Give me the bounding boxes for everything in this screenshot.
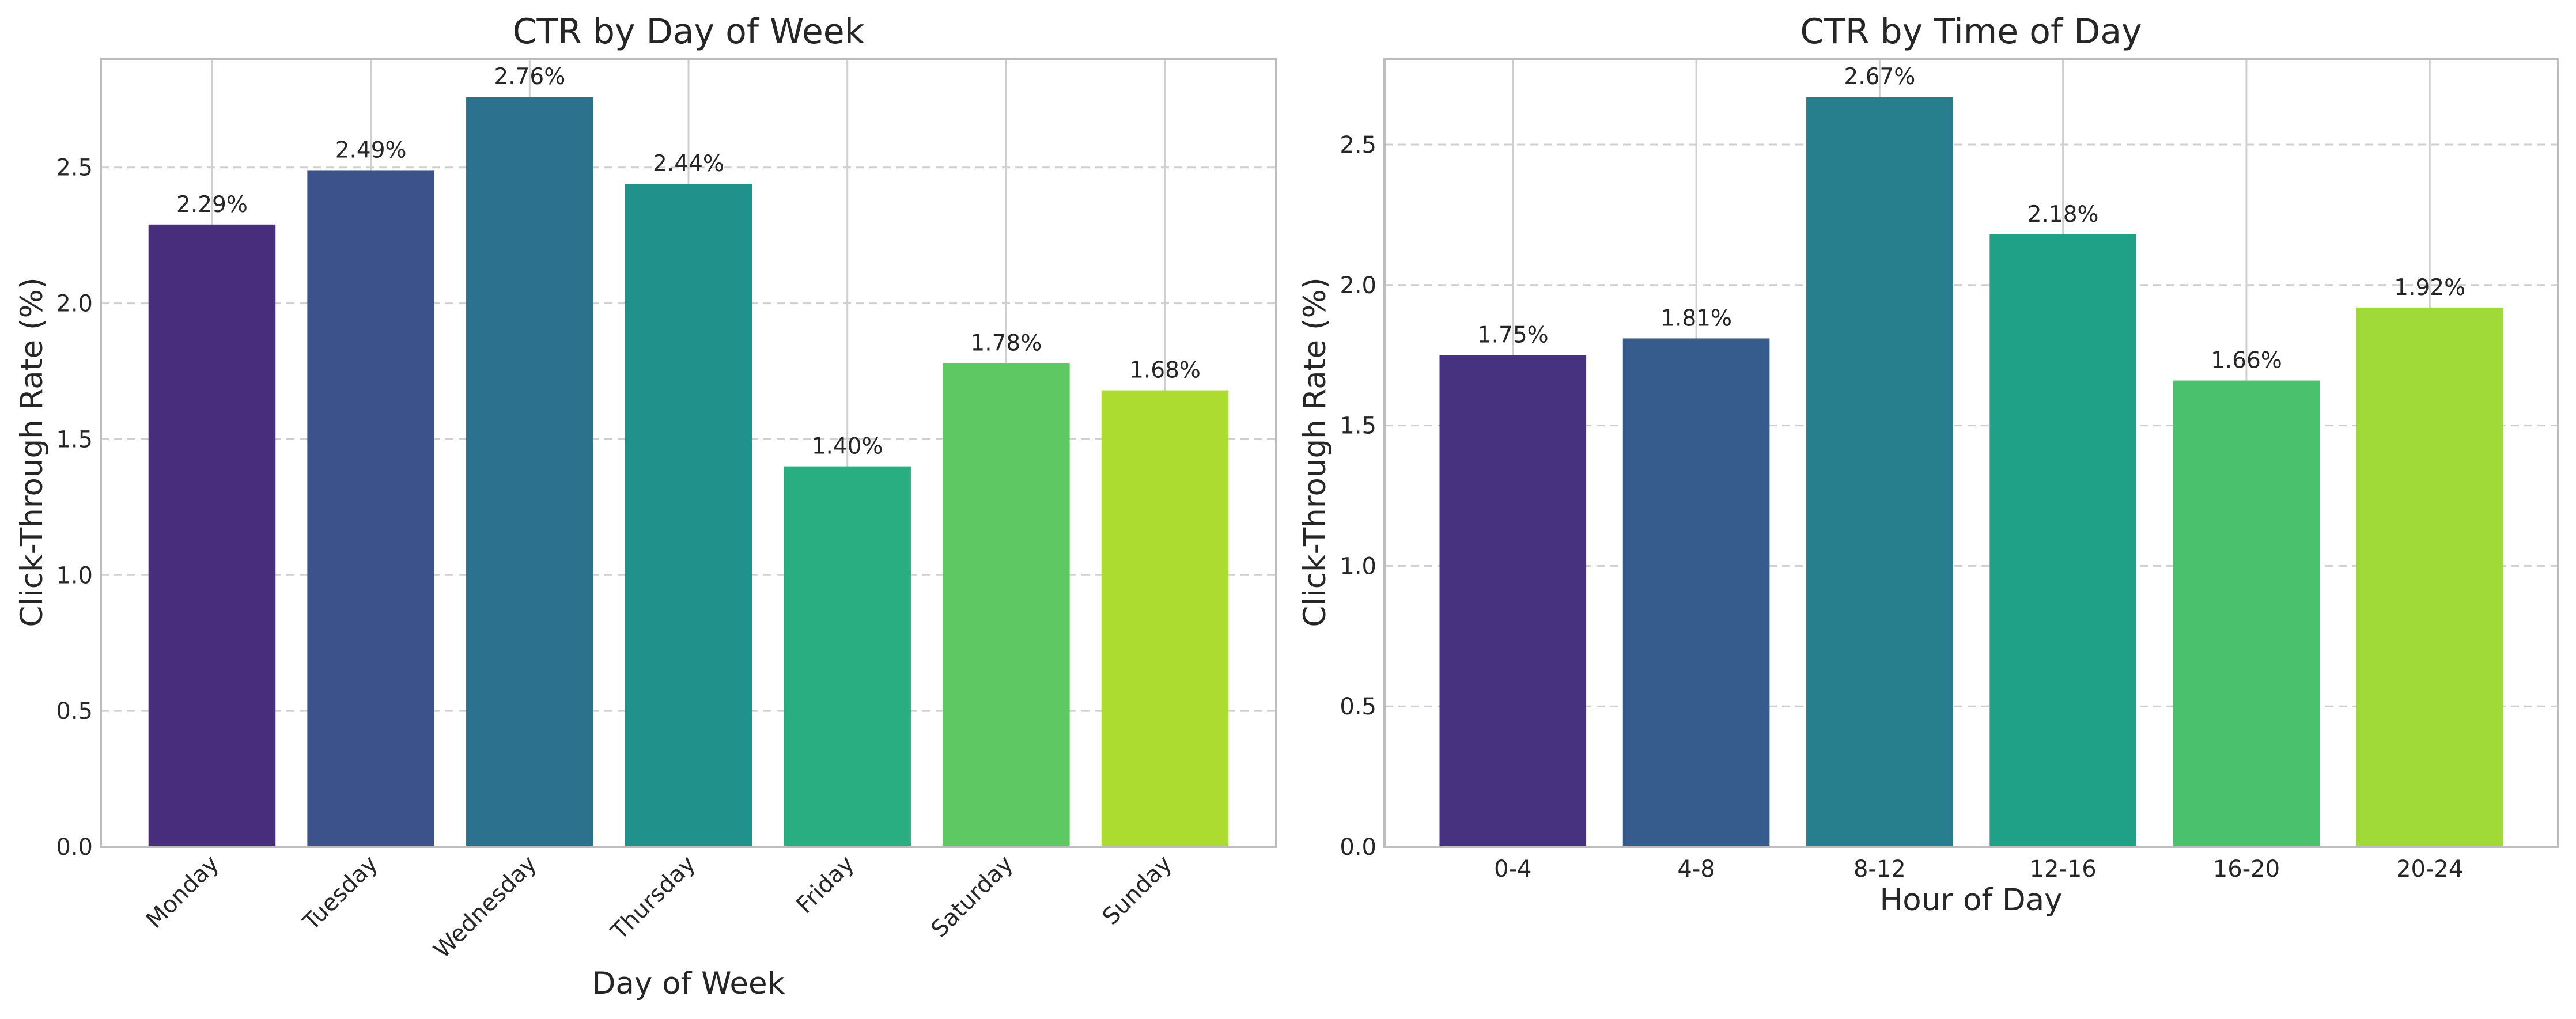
y-tick-label: 1.0 — [1340, 553, 1376, 579]
x-tick-label: 0-4 — [1494, 856, 1531, 882]
y-tick-label: 2.5 — [1340, 132, 1376, 158]
y-tick-label: 2.0 — [1340, 272, 1376, 299]
data-label: 2.49% — [335, 137, 407, 163]
chart-ctr-by-day-of-week: 0.00.51.01.52.02.5 Monday Tuesday Wednesda… — [14, 12, 1277, 1001]
chart-title: CTR by Time of Day — [1800, 12, 2142, 52]
x-tick-label: 16-20 — [2213, 856, 2280, 882]
y-tick-labels: 0.0 0.5 1.0 1.5 2.0 2.5 — [56, 155, 93, 861]
data-label: 1.78% — [970, 330, 1042, 356]
data-label: 2.29% — [176, 192, 248, 218]
plot-frame — [100, 58, 1277, 848]
y-tick-label: 2.5 — [56, 155, 93, 181]
bars — [148, 97, 1229, 847]
bar-20-24 — [2356, 307, 2503, 847]
data-label: 2.18% — [2027, 202, 2099, 228]
y-tick-label: 1.0 — [56, 562, 93, 589]
bar-thursday — [625, 184, 752, 847]
data-label: 1.40% — [812, 434, 883, 460]
data-label: 2.67% — [1844, 64, 1915, 90]
bar-saturday — [943, 363, 1070, 847]
y-tick-label: 1.5 — [56, 426, 93, 453]
x-axis-label: Hour of Day — [1879, 882, 2062, 918]
data-label: 1.81% — [1660, 305, 1732, 331]
data-labels: 1.75% 1.81% 2.67% 2.18% 1.66% 1.92% — [1477, 64, 2465, 373]
bars — [1439, 97, 2503, 847]
x-tick-label: 20-24 — [2396, 856, 2463, 882]
data-label: 2.44% — [653, 151, 724, 177]
y-tick-label: 0.0 — [56, 834, 93, 861]
y-tick-label: 1.5 — [1340, 413, 1376, 440]
chart-ctr-by-time-of-day: 0.0 0.5 1.0 1.5 2.0 2.5 0-4 4-8 8-12 12-16 16-20 2… — [1298, 12, 2559, 918]
y-tick-label: 0.5 — [56, 698, 93, 725]
bar-friday — [784, 466, 911, 847]
bar-12-16 — [1989, 234, 2136, 847]
bar-4-8 — [1622, 338, 1770, 847]
bar-sunday — [1101, 390, 1229, 847]
y-tick-label: 0.0 — [1340, 834, 1376, 861]
x-tick-label: 8-12 — [1853, 856, 1906, 882]
bar-tuesday — [307, 170, 434, 847]
data-label: 1.75% — [1477, 323, 1549, 348]
bar-monday — [148, 224, 276, 847]
x-tick-label: 12-16 — [2030, 856, 2097, 882]
data-label: 1.66% — [2211, 348, 2282, 374]
x-tick-labels: 0-4 4-8 8-12 12-16 16-20 20-24 — [1494, 856, 2463, 882]
data-label: 1.92% — [2394, 275, 2465, 301]
y-axis-label: Click-Through Rate (%) — [1298, 277, 1333, 627]
y-tick-label: 2.0 — [56, 291, 93, 317]
y-axis-label: Click-Through Rate (%) — [14, 277, 50, 627]
bar-16-20 — [2173, 380, 2320, 847]
data-labels: 2.29% 2.49% 2.76% 2.44% 1.40% 1.78% 1.68% — [176, 64, 1201, 460]
bar-wednesday — [466, 97, 593, 847]
y-tick-label: 0.5 — [1340, 694, 1376, 720]
y-tick-labels: 0.0 0.5 1.0 1.5 2.0 2.5 — [1340, 132, 1376, 861]
plot-frame — [1383, 58, 2559, 848]
data-label: 2.76% — [494, 64, 565, 90]
data-label: 1.68% — [1129, 358, 1201, 384]
x-tick-label: 4-8 — [1677, 856, 1715, 882]
x-axis-label: Day of Week — [592, 966, 785, 1001]
bar-0-4 — [1439, 355, 1587, 847]
chart-title: CTR by Day of Week — [513, 12, 865, 52]
bar-8-12 — [1806, 97, 1953, 847]
